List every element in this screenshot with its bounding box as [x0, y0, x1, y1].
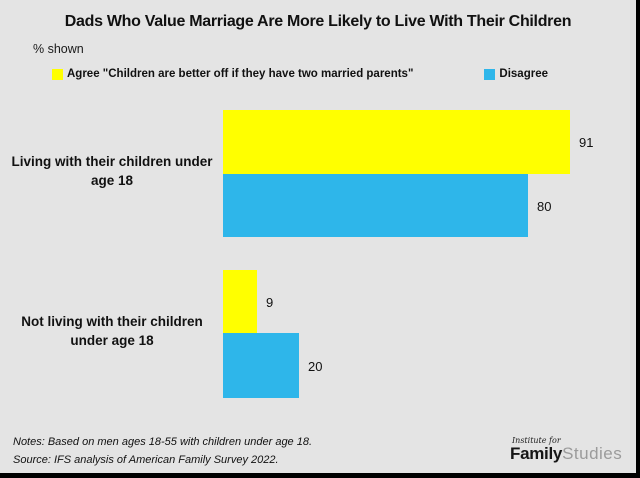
bar-agree-not-living: [223, 270, 257, 333]
footer-notes: Notes: Based on men ages 18-55 with chil…: [13, 433, 312, 469]
ifs-logo-institute-for: Institute for: [512, 436, 561, 445]
source-line: Source: IFS analysis of American Family …: [13, 454, 279, 466]
bar-agree-living: [223, 110, 570, 174]
ifs-logo-wordmark: FamilyStudies: [510, 445, 636, 463]
bar-disagree-not-living: [223, 333, 299, 398]
legend-disagree-label: Disagree: [499, 68, 548, 80]
value-label-disagree-living: 80: [537, 199, 552, 214]
legend-disagree-swatch: [484, 68, 496, 80]
legend-item-disagree: Disagree: [484, 68, 548, 80]
bar-disagree-living: [223, 174, 528, 237]
value-label-agree-living: 91: [579, 135, 594, 150]
ifs-logo: Institute for FamilyStudies: [510, 436, 636, 463]
legend-agree-label: Agree "Children are better off if they h…: [67, 68, 414, 80]
chart-subtitle: % shown: [33, 42, 84, 56]
ifs-logo-family: Family: [510, 444, 563, 463]
legend-agree-swatch: [52, 68, 63, 80]
value-label-agree-not-living: 9: [266, 295, 274, 310]
value-label-disagree-not-living: 20: [308, 359, 323, 374]
category-label-not-living: Not living with their children under age…: [21, 314, 203, 348]
chart-title: Dads Who Value Marriage Are More Likely …: [64, 13, 572, 30]
category-label-living: Living with their children under age 18: [11, 154, 213, 188]
legend-item-agree: Agree "Children are better off if they h…: [52, 68, 413, 80]
legend: Agree "Children are better off if they h…: [52, 68, 548, 80]
notes-line: Notes: Based on men ages 18-55 with chil…: [13, 436, 313, 448]
ifs-logo-studies: Studies: [562, 444, 623, 463]
